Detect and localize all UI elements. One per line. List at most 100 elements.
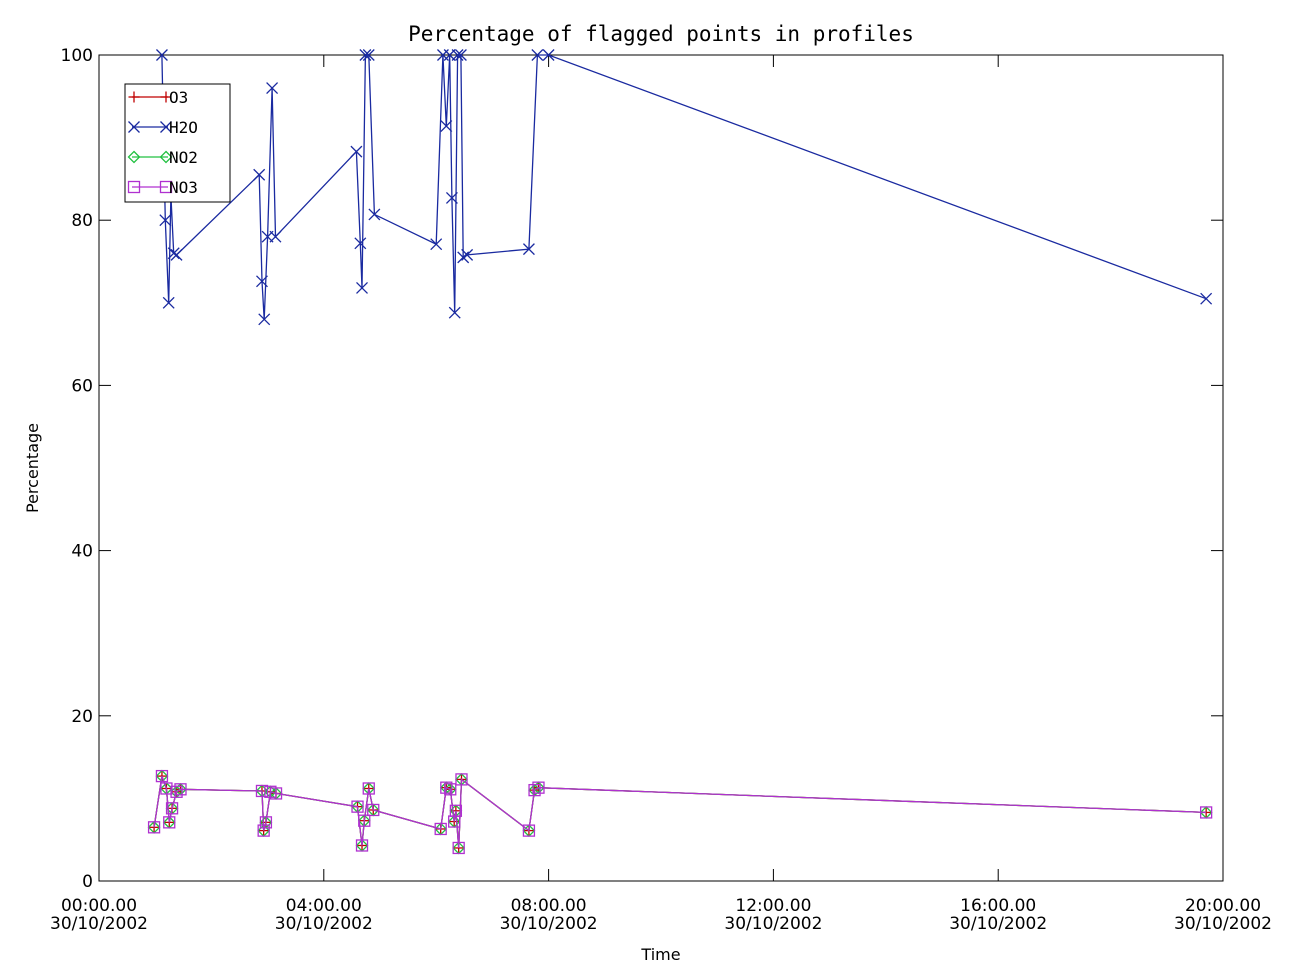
- legend-marker: [127, 180, 141, 194]
- data-point-h2o: [457, 251, 470, 264]
- x-tick-label-time: 04:00.00: [286, 896, 362, 916]
- data-point-no3: [355, 839, 369, 852]
- data-point-h2o: [170, 248, 183, 261]
- data-point-no3: [444, 783, 457, 796]
- x-axis-label: Time: [640, 945, 680, 964]
- legend-item-no3: NO3: [127, 178, 198, 197]
- data-point-no3: [532, 781, 545, 794]
- data-point-no3: [440, 781, 453, 794]
- data-point-h2o: [162, 296, 175, 309]
- legend-marker: [127, 150, 141, 164]
- legend: O3 H2O NO2 NO3: [124, 83, 231, 203]
- series-o3: [148, 770, 1212, 854]
- data-point-no3: [269, 787, 283, 800]
- data-point-no3: [165, 802, 179, 815]
- plot-frame: [98, 54, 1224, 882]
- legend-label: O3: [169, 88, 188, 107]
- y-tick-label: 60: [71, 376, 93, 396]
- legend-label: NO2: [169, 148, 198, 167]
- y-tick-label: 80: [71, 211, 93, 231]
- data-point-h2o: [356, 281, 368, 294]
- data-point-no3: [362, 782, 375, 795]
- series-no2: [147, 769, 1213, 855]
- x-tick-label-time: 12:00.00: [735, 896, 811, 916]
- y-tick-label: 100: [61, 46, 93, 66]
- legend-label: H2O: [169, 118, 198, 137]
- data-point-h2o: [159, 214, 172, 227]
- x-tick-label-time: 00:00.00: [61, 896, 137, 916]
- data-point-h2o: [258, 313, 271, 326]
- data-point-no3: [455, 773, 468, 786]
- legend-box: [124, 83, 231, 203]
- legend-marker: [160, 121, 172, 133]
- legend-marker: [159, 150, 173, 164]
- data-point-h2o: [445, 191, 458, 204]
- data-point-no3: [434, 822, 447, 836]
- data-point-h2o: [451, 49, 464, 61]
- data-point-h2o: [362, 49, 375, 61]
- y-tick-label: 0: [82, 872, 93, 892]
- legend-item-o3: O3: [128, 88, 188, 107]
- data-point-no3: [528, 783, 541, 797]
- data-point-no3: [163, 816, 176, 829]
- series-line-o3: [153, 775, 1207, 849]
- y-tick-label: 40: [71, 542, 93, 562]
- data-point-h2o: [430, 238, 443, 251]
- series-h2o: [155, 49, 1213, 326]
- data-point-h2o: [522, 243, 535, 256]
- data-point-no3: [367, 803, 380, 817]
- x-tick-label-date: 30/10/2002: [1174, 914, 1272, 934]
- data-point-h2o: [359, 49, 372, 61]
- data-point-h2o: [256, 275, 268, 288]
- data-point-h2o: [253, 168, 266, 181]
- x-tick-label-date: 30/10/2002: [949, 914, 1047, 934]
- series-line-h2o: [161, 54, 1207, 320]
- data-point-no3: [351, 800, 364, 813]
- data-point-h2o: [461, 248, 474, 261]
- data-point-h2o: [448, 306, 461, 319]
- data-point-h2o: [368, 208, 381, 221]
- legend-marker: [128, 91, 140, 103]
- data-point-h2o: [454, 49, 467, 61]
- data-point-no3: [147, 821, 161, 834]
- x-tick-label-time: 20:00.00: [1185, 896, 1261, 916]
- y-axis-label: Percentage: [23, 423, 42, 513]
- x-tick-label-date: 30/10/2002: [724, 914, 822, 934]
- legend-label: NO3: [169, 178, 198, 197]
- axis-ticks: 02040608010000:00.0030/10/200204:00.0030…: [50, 46, 1272, 934]
- x-tick-label-date: 30/10/2002: [500, 914, 598, 934]
- data-point-h2o: [266, 82, 279, 94]
- data-point-no3: [255, 784, 269, 798]
- data-point-no3: [170, 785, 183, 798]
- data-point-no3: [174, 783, 187, 796]
- x-tick-label-time: 08:00.00: [511, 896, 587, 916]
- y-tick-label: 20: [71, 707, 93, 727]
- data-point-no3: [449, 804, 463, 817]
- x-tick-label-date: 30/10/2002: [50, 914, 148, 934]
- series-layer: [147, 49, 1213, 855]
- data-point-no3: [358, 814, 371, 827]
- legend-item-h2o: H2O: [128, 118, 198, 137]
- data-point-h2o: [542, 49, 555, 61]
- x-tick-label-date: 30/10/2002: [275, 914, 373, 934]
- legend-item-no2: NO2: [127, 148, 198, 167]
- legend-marker: [159, 180, 173, 194]
- series-line-no3: [153, 775, 1207, 849]
- series-no3: [147, 769, 1213, 855]
- data-point-no3: [259, 816, 273, 829]
- data-point-h2o: [269, 230, 282, 243]
- legend-marker: [128, 121, 140, 133]
- data-point-h2o: [1200, 292, 1213, 305]
- data-point-no3: [257, 824, 270, 837]
- data-point-no3: [155, 769, 169, 783]
- data-point-h2o: [350, 145, 363, 158]
- data-point-no3: [522, 824, 536, 837]
- series-line-no2: [153, 775, 1207, 849]
- data-point-h2o: [155, 49, 168, 61]
- data-point-h2o: [167, 247, 180, 260]
- data-point-no3: [160, 782, 173, 795]
- x-tick-label-time: 16:00.00: [960, 896, 1036, 916]
- data-point-no3: [1199, 806, 1213, 819]
- data-point-h2o: [440, 120, 453, 132]
